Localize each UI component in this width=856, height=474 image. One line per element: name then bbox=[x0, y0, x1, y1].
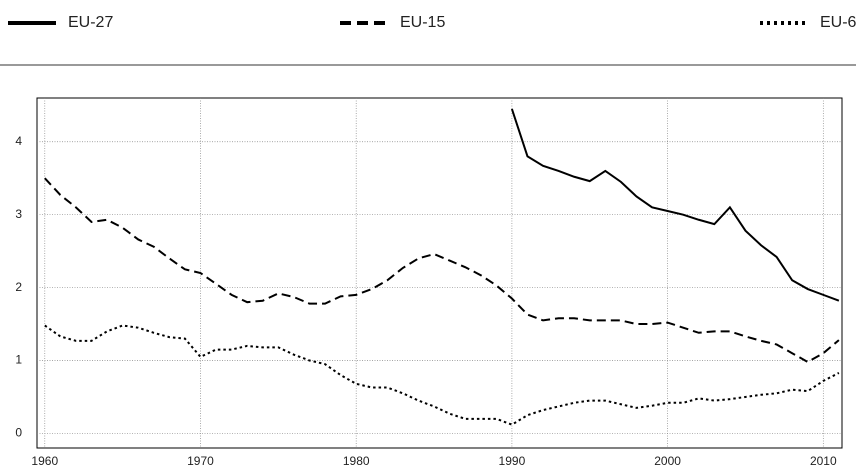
x-tick-label: 1960 bbox=[31, 454, 58, 468]
x-tick-label: 1970 bbox=[187, 454, 214, 468]
y-tick-label: 1 bbox=[15, 353, 22, 367]
y-tick-label: 4 bbox=[15, 134, 22, 148]
legend-label: EU-27 bbox=[68, 14, 113, 31]
x-tick-label: 2000 bbox=[654, 454, 681, 468]
x-tick-label: 1980 bbox=[343, 454, 370, 468]
series-line bbox=[44, 324, 840, 426]
legend-label: EU-15 bbox=[400, 14, 445, 31]
series-line bbox=[44, 177, 840, 364]
x-tick-label: 1990 bbox=[499, 454, 526, 468]
y-tick-label: 2 bbox=[15, 280, 22, 294]
legend-label: EU-6 bbox=[820, 14, 856, 31]
y-tick-label: 0 bbox=[15, 426, 22, 440]
plot-frame bbox=[36, 97, 843, 449]
series-line bbox=[510, 108, 840, 302]
y-tick-label: 3 bbox=[15, 207, 22, 221]
x-tick-label: 2010 bbox=[810, 454, 837, 468]
